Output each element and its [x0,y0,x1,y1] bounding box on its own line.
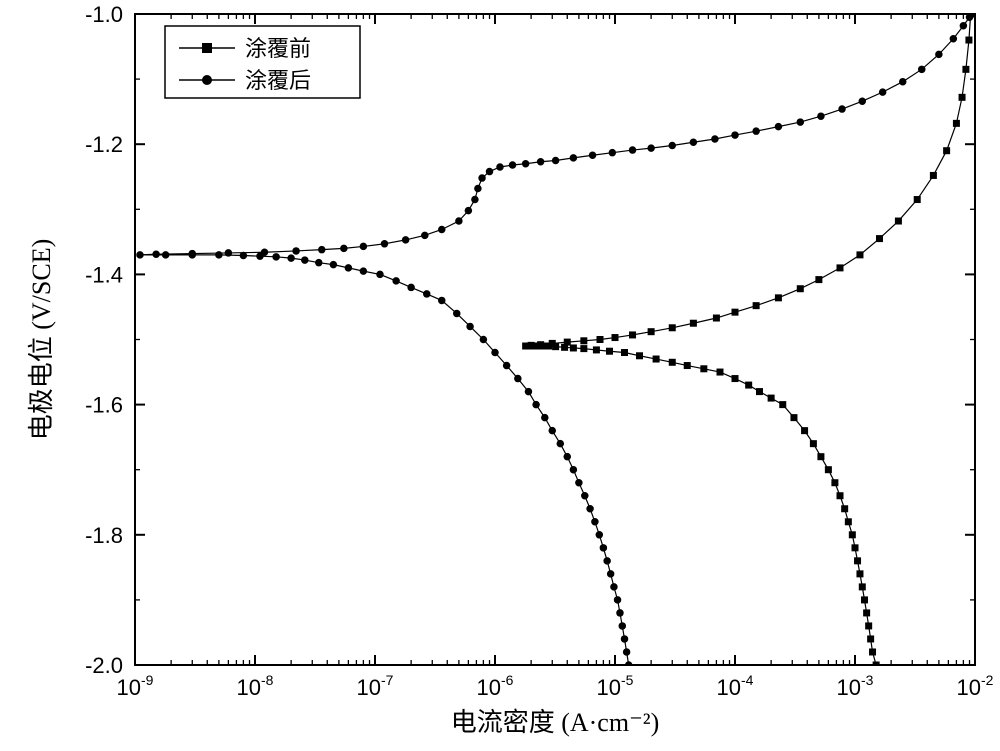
y-tick-label: -2.0 [85,653,123,678]
legend-marker-circle [202,75,212,85]
y-tick-label: -1.8 [85,523,123,548]
y-tick-label: -1.6 [85,393,123,418]
x-tick-label: 10-4 [717,672,754,700]
legend-marker-square [202,43,212,53]
legend-label: 涂覆后 [245,68,311,93]
x-tick-label: 10-8 [237,672,274,700]
tafel-chart: 10-910-810-710-610-510-410-310-2-2.0-1.8… [0,0,1000,751]
y-tick-label: -1.4 [85,262,123,287]
x-tick-label: 10-6 [477,672,514,700]
y-axis-label: 电极电位 (V/SCE) [27,239,56,441]
x-tick-label: 10-5 [597,672,634,700]
y-tick-label: -1.0 [85,2,123,27]
x-tick-label: 10-7 [357,672,394,700]
x-tick-label: 10-3 [837,672,874,700]
legend-label: 涂覆前 [245,36,311,61]
x-axis-label: 电流密度 (A·cm⁻²) [451,708,660,737]
x-tick-label: 10-2 [957,672,994,700]
y-tick-label: -1.2 [85,132,123,157]
